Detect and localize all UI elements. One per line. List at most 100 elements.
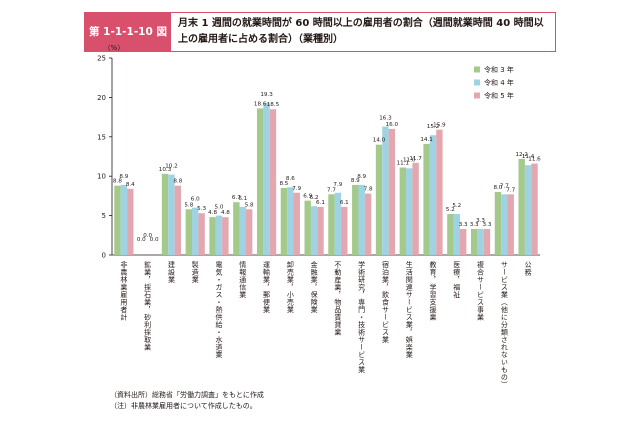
category-label: 生活関連サービス業，娯楽業 xyxy=(405,260,413,359)
data-label: 11.4 xyxy=(522,154,535,160)
bar xyxy=(334,192,342,255)
data-label: 10.3 xyxy=(159,167,172,173)
legend-swatch xyxy=(474,79,480,86)
bar xyxy=(263,102,270,255)
data-label: 5.8 xyxy=(184,202,193,208)
data-label: 3.3 xyxy=(476,218,485,224)
footnote: （注）非農林業雇用者について作成したもの。 xyxy=(110,402,257,410)
data-label: 6.0 xyxy=(191,197,200,203)
data-label: 3.3 xyxy=(483,222,492,228)
data-label: 7.7 xyxy=(327,187,336,193)
category-label: 運輸業，郵便業 xyxy=(263,260,271,314)
data-label: 8.5 xyxy=(279,181,288,187)
bar xyxy=(192,207,199,255)
data-label: 11.1 xyxy=(397,161,410,167)
bar xyxy=(114,185,121,255)
bar xyxy=(310,206,318,255)
bar xyxy=(127,188,134,255)
category-label: 医療，福祉 xyxy=(453,261,461,299)
data-label: 14.0 xyxy=(373,138,386,144)
y-tick-label: 5 xyxy=(102,212,106,220)
bar xyxy=(531,163,538,255)
bar xyxy=(120,184,128,255)
figure-header: 第 1-1-1-10 図 月末 1 週間の就業時間が 60 時間以上の雇用者の割… xyxy=(84,12,556,52)
data-label: 15.2 xyxy=(427,124,439,130)
data-label: 8.9 xyxy=(119,174,128,180)
bar xyxy=(209,217,216,255)
data-label: 7.8 xyxy=(364,187,373,193)
category-label: 卸売業，小売業 xyxy=(286,260,294,314)
legend-label: 令和 3 年 xyxy=(484,65,514,74)
bar xyxy=(198,213,205,255)
category-label: サービス業（他に分類されないもの） xyxy=(500,261,508,389)
bar xyxy=(358,184,365,255)
bar xyxy=(518,158,525,255)
figure-number: 第 1-1-1-10 図 xyxy=(85,13,171,51)
notes: （資料出所）総務省「労働力調査」をもとに作成 （注）非農林業雇用者について作成し… xyxy=(110,390,264,412)
figure-title: 月末 1 週間の就業時間が 60 時間以上の雇用者の割合（週間就業時間 40 時… xyxy=(178,18,544,45)
bar xyxy=(388,128,396,255)
data-label: 15.9 xyxy=(433,123,446,129)
bar xyxy=(406,168,413,255)
data-label: 18.5 xyxy=(267,102,280,108)
data-label: 8.8 xyxy=(113,179,122,185)
bar xyxy=(245,209,253,255)
bar xyxy=(382,126,389,255)
data-label: 10.2 xyxy=(165,164,177,170)
bar xyxy=(399,167,407,255)
category-label: 情報通信業 xyxy=(239,260,247,299)
bar xyxy=(256,108,264,256)
bar xyxy=(222,217,229,255)
y-tick-label: 10 xyxy=(97,173,106,181)
data-label: 8.6 xyxy=(286,176,295,182)
bar xyxy=(280,188,288,255)
legend-label: 令和 5 年 xyxy=(484,91,514,100)
data-label: 8.4 xyxy=(126,182,135,188)
data-label: 11.6 xyxy=(528,157,541,163)
data-label: 3.3 xyxy=(470,222,479,228)
bar xyxy=(470,229,478,255)
data-label: 18.6 xyxy=(254,101,267,107)
data-label: 8.0 xyxy=(493,185,502,191)
data-label: 0.0 xyxy=(143,233,152,239)
data-label: 6.1 xyxy=(340,200,349,206)
bar xyxy=(477,229,484,255)
category-label: 複合サービス事業 xyxy=(477,260,485,322)
bar xyxy=(429,135,437,255)
data-label: 6.2 xyxy=(310,195,319,201)
y-tick-label: 15 xyxy=(97,133,106,141)
bar xyxy=(185,209,193,255)
data-label: 4.8 xyxy=(221,210,230,216)
bar xyxy=(524,165,532,255)
bar xyxy=(494,191,502,255)
data-label: 6.7 xyxy=(232,195,241,201)
bar xyxy=(304,200,311,255)
data-label: 11.7 xyxy=(409,156,422,162)
y-tick-label: 0 xyxy=(102,252,106,260)
data-label: 8.9 xyxy=(351,178,360,184)
data-label: 6.9 xyxy=(303,194,312,200)
data-label: 6.1 xyxy=(238,196,247,202)
data-label: 4.8 xyxy=(208,210,217,216)
legend-label: 令和 4 年 xyxy=(484,78,514,87)
bar xyxy=(501,194,508,255)
y-axis-unit: （%） xyxy=(104,44,125,52)
bar xyxy=(215,215,223,255)
data-label: 8.8 xyxy=(173,179,182,185)
data-label: 8.9 xyxy=(357,174,366,180)
bar xyxy=(507,194,514,255)
y-tick-label: 25 xyxy=(97,55,106,63)
bar xyxy=(364,193,372,255)
category-label: 不動産業，物品賃貸業 xyxy=(334,261,342,337)
category-label: 学術研究，専門・技術サービス業 xyxy=(358,260,366,374)
data-label: 0.0 xyxy=(137,237,146,243)
bar xyxy=(239,206,246,255)
bar xyxy=(328,194,335,255)
data-label: 7.7 xyxy=(506,187,515,193)
bar xyxy=(352,184,359,255)
bar xyxy=(174,185,182,255)
data-label: 7.7 xyxy=(500,183,509,189)
category-label: 教育，学習支援業 xyxy=(429,260,437,322)
data-label: 0.0 xyxy=(150,237,159,243)
